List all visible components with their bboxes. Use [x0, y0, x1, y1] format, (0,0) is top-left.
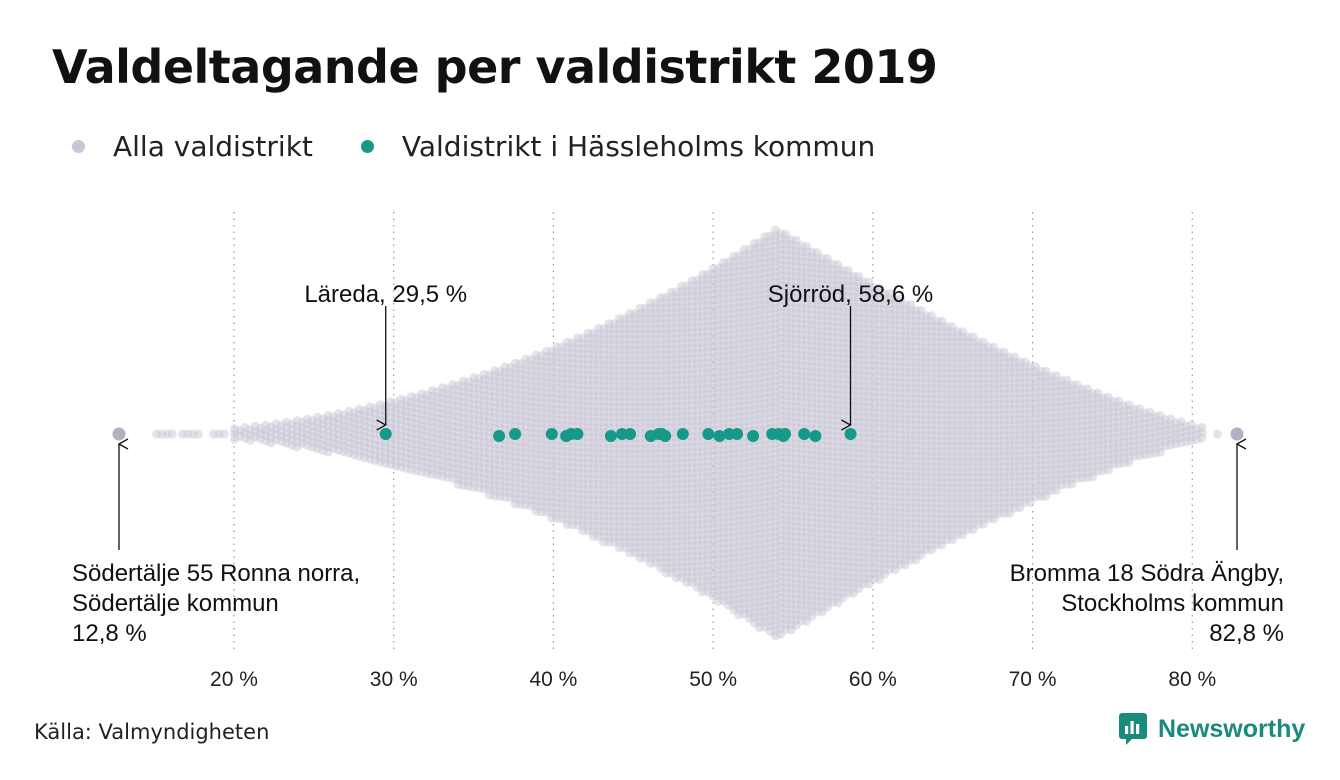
- legend-item-all: Alla valdistrikt: [72, 130, 313, 163]
- legend-item-hassleholm: Valdistrikt i Hässleholms kommun: [360, 130, 876, 163]
- all-district-point: [219, 429, 229, 439]
- legend-label-all: Alla valdistrikt: [113, 130, 313, 163]
- chart-title: Valdeltagande per valdistrikt 2019: [52, 40, 938, 94]
- all-district-point: [193, 429, 203, 439]
- legend: Alla valdistrikt Valdistrikt i Hässlehol…: [72, 130, 923, 163]
- legend-dot-all: [72, 140, 85, 153]
- legend-dot-hassleholm: [360, 140, 374, 153]
- all-district-point: [167, 429, 177, 439]
- beeswarm-chart: Läreda, 29,5 % Sjörröd, 58,6 %Södertälje …: [72, 212, 1284, 691]
- legend-label-hassleholm: Valdistrikt i Hässleholms kommun: [401, 130, 876, 163]
- all-districts-points: [152, 225, 1222, 641]
